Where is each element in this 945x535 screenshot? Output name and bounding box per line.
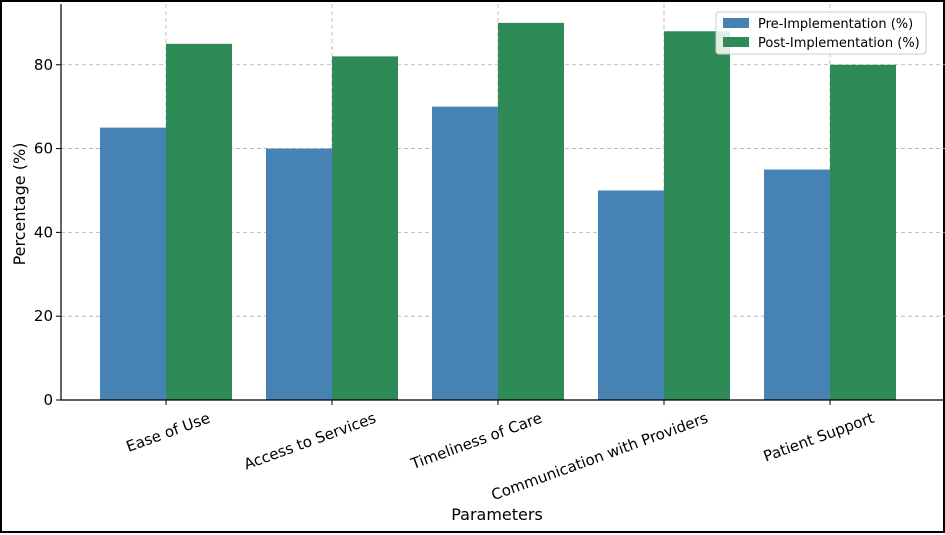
y-tick-label: 80: [34, 56, 53, 74]
x-tick-label: Timeliness of Care: [407, 409, 544, 474]
bars: [100, 22, 896, 401]
bar-post-implementation: [166, 43, 232, 401]
x-axis-label: Parameters: [451, 505, 543, 524]
bar-post-implementation: [498, 22, 564, 400]
x-tick-label: Patient Support: [761, 409, 877, 466]
legend-label: Pre-Implementation (%): [758, 17, 913, 32]
legend-swatch: [723, 18, 749, 28]
bar-pre-implementation: [598, 190, 664, 400]
x-tick-label: Ease of Use: [124, 409, 213, 456]
bar-pre-implementation: [764, 169, 830, 400]
bar-post-implementation: [332, 56, 398, 400]
y-tick-label: 0: [43, 391, 53, 409]
y-tick-label: 40: [34, 223, 53, 241]
legend-box: [715, 11, 927, 55]
y-tick-label: 60: [34, 140, 53, 158]
legend-swatch: [723, 37, 749, 47]
x-tick-label: Access to Services: [241, 409, 378, 474]
legend: Pre-Implementation (%) Post-Implementatio…: [715, 11, 927, 55]
bar-pre-implementation: [266, 148, 332, 400]
bar-post-implementation: [664, 31, 730, 400]
y-axis-label: Percentage (%): [10, 143, 29, 266]
y-tick-label: 20: [34, 307, 53, 325]
bar-pre-implementation: [432, 106, 498, 401]
bar-pre-implementation: [100, 127, 166, 400]
legend-label: Post-Implementation (%): [758, 36, 920, 51]
bar-post-implementation: [830, 64, 896, 400]
axes: [60, 4, 945, 401]
